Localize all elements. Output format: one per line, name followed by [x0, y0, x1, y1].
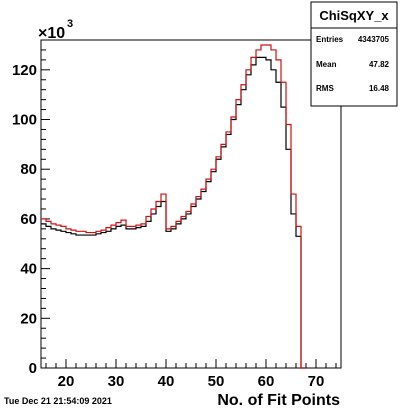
- stats-rms-label: RMS: [316, 84, 334, 93]
- stats-entries-value: 4343705: [358, 35, 390, 44]
- stats-mean-label: Mean: [316, 60, 337, 69]
- y-multiplier-label: ×10: [38, 25, 65, 42]
- y-tick-label: 20: [20, 310, 37, 327]
- y-tick-label: 100: [12, 112, 37, 129]
- x-tick-label: 60: [258, 373, 275, 390]
- stats-box: ChiSqXY_x Entries 4343705 Mean 47.82 RMS…: [310, 1, 398, 107]
- axis-ticks: [41, 39, 337, 369]
- x-tick-label: 40: [158, 373, 175, 390]
- y-tick-label: 40: [20, 261, 37, 278]
- series-step-line-0: [41, 56, 306, 369]
- x-tick-label: 70: [308, 373, 325, 390]
- plot-frame: [40, 39, 342, 369]
- series-lines: [41, 44, 306, 369]
- stats-entries-label: Entries: [316, 35, 344, 44]
- series-step-line-1: [41, 44, 306, 369]
- tick-labels: 20 30 40 50 60 70 0 20 40 60 80 100 120: [12, 62, 324, 390]
- stats-box-frame: [310, 1, 398, 107]
- stats-rms-value: 16.48: [369, 84, 390, 93]
- y-tick-label: 80: [20, 161, 37, 178]
- stats-mean-value: 47.82: [369, 60, 390, 69]
- y-tick-label: 0: [29, 360, 37, 377]
- x-tick-label: 50: [208, 373, 225, 390]
- x-axis-title: No. of Fit Points: [217, 392, 340, 409]
- timestamp-label: Tue Dec 21 21:54:09 2021: [4, 396, 112, 406]
- x-tick-label: 20: [58, 373, 75, 390]
- x-tick-label: 30: [108, 373, 125, 390]
- y-multiplier-exponent: 3: [67, 18, 73, 30]
- y-tick-label: 120: [12, 62, 37, 79]
- stats-title: ChiSqXY_x: [319, 8, 389, 23]
- y-tick-label: 60: [20, 211, 37, 228]
